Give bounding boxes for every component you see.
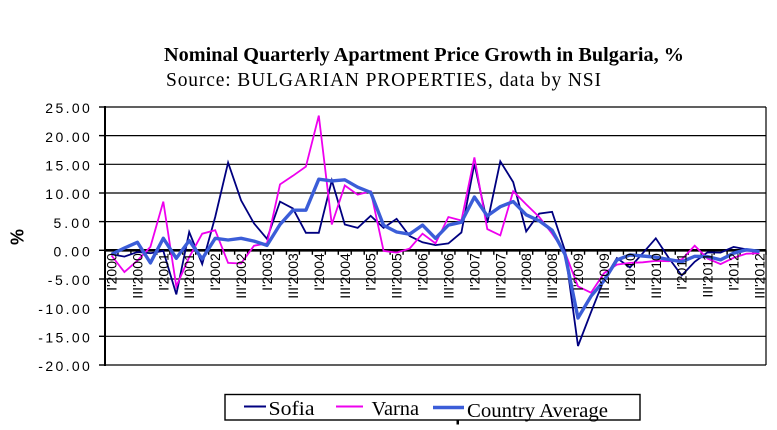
svg-text:III'2009: III'2009 bbox=[596, 253, 612, 299]
svg-text:I'2000: I'2000 bbox=[104, 253, 120, 291]
svg-text:III'2001: III'2001 bbox=[181, 253, 197, 299]
svg-text:20.00: 20.00 bbox=[45, 129, 90, 145]
svg-text:15.00: 15.00 bbox=[45, 158, 90, 174]
svg-text:Country Average: Country Average bbox=[467, 400, 608, 422]
svg-text:Nominal Quarterly Apartment Pr: Nominal Quarterly Apartment Price Growth… bbox=[164, 44, 684, 66]
svg-text:I'2008: I'2008 bbox=[518, 253, 534, 291]
svg-text:Source: BULGARIAN PROPERTIES,: Source: BULGARIAN PROPERTIES, data by NS… bbox=[166, 70, 601, 91]
svg-text:5.00: 5.00 bbox=[54, 215, 91, 231]
svg-text:I'2007: I'2007 bbox=[466, 253, 482, 291]
svg-text:III'2003: III'2003 bbox=[285, 253, 301, 299]
svg-text:I'2010: I'2010 bbox=[622, 253, 638, 291]
svg-text:III'2012: III'2012 bbox=[752, 253, 768, 299]
svg-text:25.00: 25.00 bbox=[45, 100, 90, 116]
svg-text:I'2004: I'2004 bbox=[311, 253, 327, 291]
svg-text:I'2002: I'2002 bbox=[207, 253, 223, 291]
svg-text:I'2001: I'2001 bbox=[155, 253, 171, 291]
svg-text:I'2006: I'2006 bbox=[415, 253, 431, 291]
svg-text:Sofia: Sofia bbox=[269, 398, 315, 420]
svg-text:III'2008: III'2008 bbox=[544, 253, 560, 299]
svg-text:III'2005: III'2005 bbox=[389, 253, 405, 299]
svg-text:0.00: 0.00 bbox=[54, 244, 91, 260]
svg-text:III'2004: III'2004 bbox=[337, 253, 353, 299]
svg-text:III'2011: III'2011 bbox=[700, 253, 716, 298]
svg-text:III'2000: III'2000 bbox=[129, 253, 145, 299]
svg-text:III'2010: III'2010 bbox=[648, 253, 664, 299]
svg-text:Varna: Varna bbox=[372, 398, 420, 420]
svg-text:III'2007: III'2007 bbox=[492, 253, 508, 299]
svg-text:%: % bbox=[8, 229, 28, 245]
svg-text:I'2011: I'2011 bbox=[674, 253, 690, 290]
svg-text:10.00: 10.00 bbox=[45, 186, 90, 202]
svg-text:I'2003: I'2003 bbox=[259, 253, 275, 291]
svg-text:I'2012: I'2012 bbox=[726, 253, 742, 291]
svg-text:III'2002: III'2002 bbox=[233, 253, 249, 299]
svg-text:III'2006: III'2006 bbox=[440, 253, 456, 299]
svg-text:I'2005: I'2005 bbox=[363, 253, 379, 291]
svg-text:I'2009: I'2009 bbox=[570, 253, 586, 291]
svg-text:-5.00: -5.00 bbox=[48, 272, 90, 288]
